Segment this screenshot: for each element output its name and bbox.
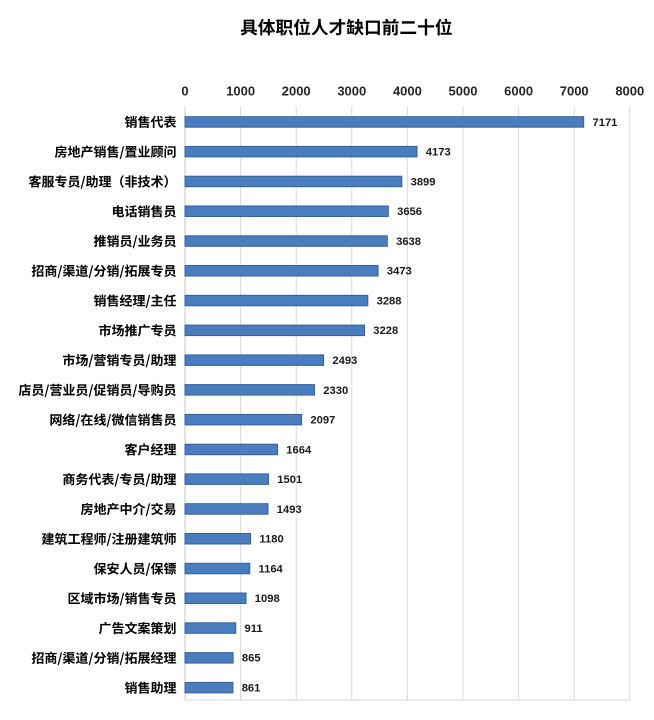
- svg-text:861: 861: [242, 683, 261, 695]
- svg-text:8000: 8000: [615, 84, 644, 99]
- svg-text:1098: 1098: [255, 593, 280, 605]
- svg-text:911: 911: [245, 623, 263, 635]
- svg-text:1501: 1501: [277, 474, 302, 486]
- svg-text:1000: 1000: [226, 84, 255, 99]
- svg-text:1164: 1164: [259, 563, 284, 575]
- svg-text:2000: 2000: [282, 84, 311, 99]
- svg-text:3638: 3638: [396, 236, 421, 248]
- svg-text:0: 0: [181, 84, 188, 99]
- svg-text:1664: 1664: [286, 444, 312, 456]
- svg-text:5000: 5000: [449, 84, 478, 99]
- svg-text:2097: 2097: [310, 415, 335, 427]
- svg-text:7171: 7171: [593, 117, 618, 129]
- svg-text:4173: 4173: [426, 147, 451, 159]
- svg-text:6000: 6000: [504, 84, 533, 99]
- svg-text:1180: 1180: [259, 534, 283, 546]
- svg-text:3228: 3228: [373, 325, 398, 337]
- svg-text:4000: 4000: [393, 84, 422, 99]
- svg-text:1493: 1493: [277, 504, 302, 516]
- svg-text:3899: 3899: [411, 176, 436, 188]
- svg-text:3473: 3473: [387, 266, 412, 278]
- svg-text:7000: 7000: [560, 84, 589, 99]
- svg-text:2330: 2330: [323, 385, 348, 397]
- svg-text:865: 865: [242, 653, 261, 665]
- svg-text:3288: 3288: [377, 295, 402, 307]
- svg-text:3656: 3656: [397, 206, 422, 218]
- svg-text:2493: 2493: [332, 355, 357, 367]
- svg-text:3000: 3000: [337, 84, 366, 99]
